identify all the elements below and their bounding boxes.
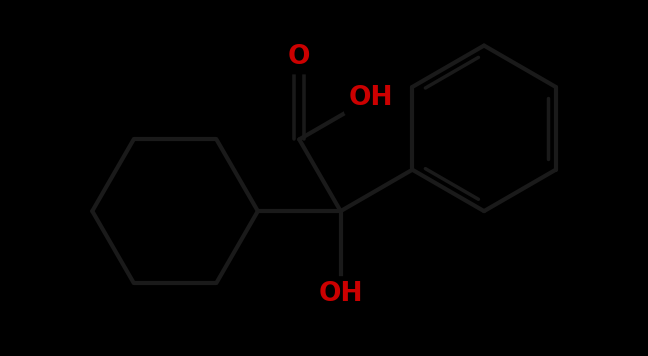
Text: OH: OH xyxy=(349,85,393,111)
Text: O: O xyxy=(288,44,310,70)
Text: OH: OH xyxy=(318,281,363,307)
